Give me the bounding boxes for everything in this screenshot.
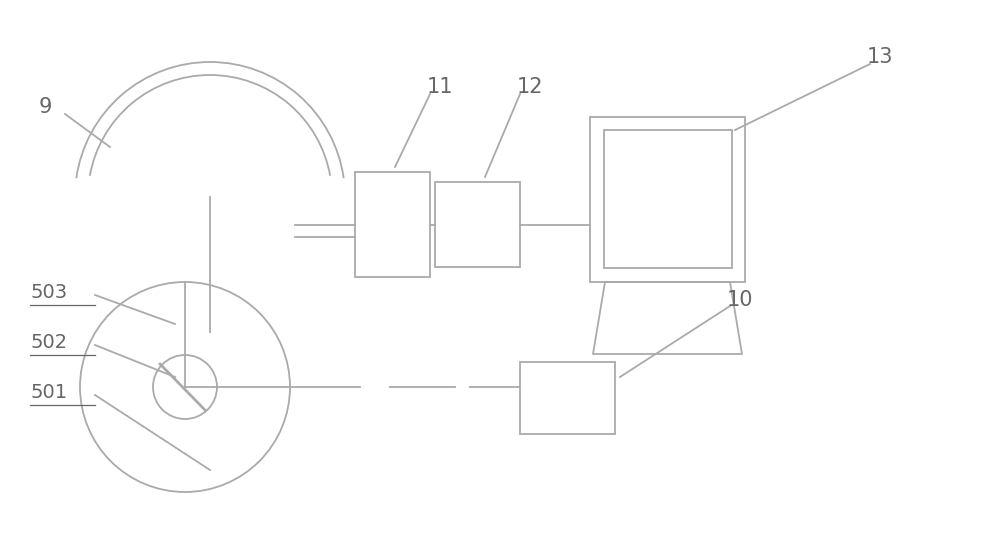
Text: 10: 10: [727, 290, 753, 310]
Text: 11: 11: [427, 77, 453, 97]
Text: 12: 12: [517, 77, 543, 97]
Bar: [355, 172, 430, 277]
Text: 503: 503: [30, 282, 67, 301]
Text: 502: 502: [30, 332, 67, 352]
Text: 501: 501: [30, 383, 67, 402]
Bar: [520, 362, 615, 434]
Text: 9: 9: [38, 97, 52, 117]
Text: 13: 13: [867, 47, 893, 67]
Bar: [435, 182, 520, 267]
Bar: [604, 130, 732, 268]
Bar: [590, 117, 745, 282]
